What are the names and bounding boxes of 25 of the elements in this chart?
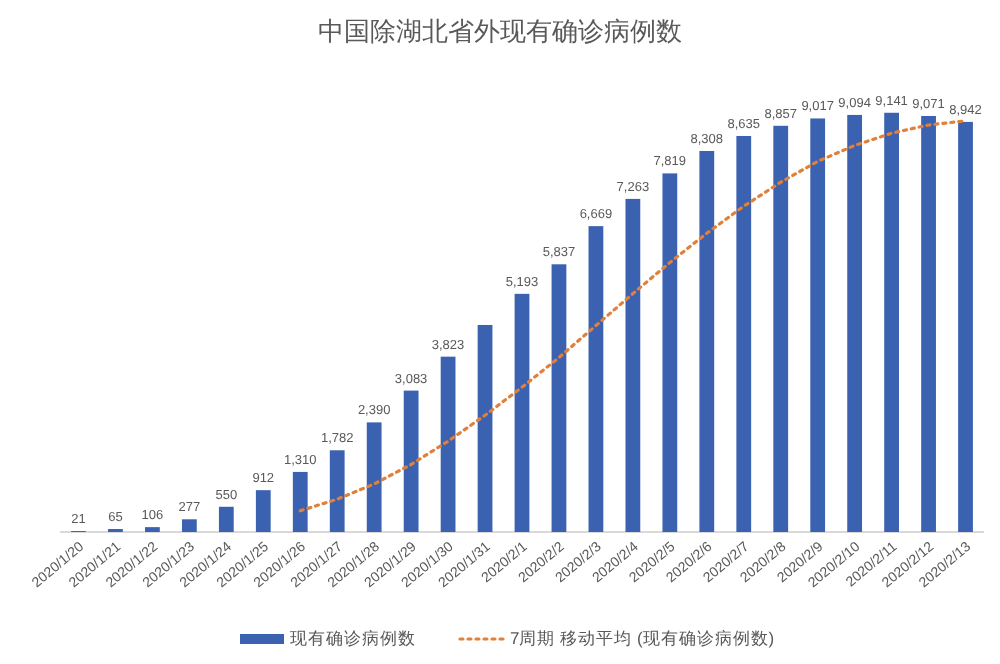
bar — [625, 198, 641, 532]
bar — [699, 150, 715, 532]
bar — [514, 293, 530, 532]
bar — [921, 115, 936, 532]
bar — [551, 264, 567, 532]
legend-label: 现有确诊病例数 — [290, 628, 416, 648]
bar — [773, 125, 789, 532]
bar — [329, 450, 345, 532]
chart-title: 中国除湖北省外现有确诊病例数 — [318, 16, 682, 46]
bar — [255, 490, 271, 532]
bar — [810, 118, 826, 532]
bar — [440, 356, 456, 532]
bar — [403, 390, 419, 532]
bar — [662, 173, 678, 532]
bar — [958, 121, 973, 532]
bar — [477, 324, 493, 532]
bar — [884, 112, 899, 532]
bar — [847, 114, 863, 532]
bar — [366, 422, 382, 532]
legend-label: 7周期 移动平均 (现有确诊病例数) — [510, 628, 775, 648]
bar — [218, 506, 234, 532]
bar — [736, 135, 752, 532]
bar — [181, 519, 197, 532]
bar — [292, 471, 308, 532]
bar — [588, 226, 604, 532]
